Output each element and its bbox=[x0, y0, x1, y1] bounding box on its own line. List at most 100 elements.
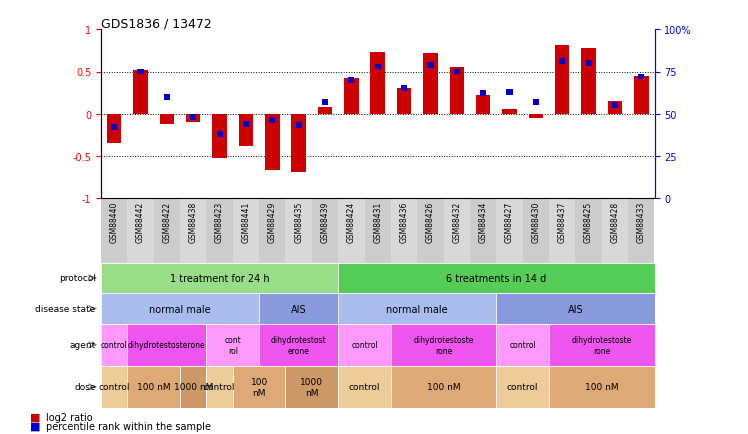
Bar bbox=[555, 46, 569, 114]
Bar bbox=[322, 99, 328, 105]
Text: GSM88427: GSM88427 bbox=[505, 201, 514, 243]
Text: log2 ratio: log2 ratio bbox=[46, 412, 93, 422]
Text: GSM88434: GSM88434 bbox=[479, 201, 488, 243]
Bar bbox=[533, 99, 539, 105]
Bar bbox=[101, 293, 259, 324]
Bar bbox=[338, 366, 391, 408]
Bar bbox=[127, 324, 206, 366]
Bar bbox=[344, 79, 358, 114]
Text: 100 nM: 100 nM bbox=[585, 382, 619, 391]
Bar bbox=[217, 132, 223, 137]
Bar bbox=[338, 324, 391, 366]
Bar bbox=[427, 62, 434, 69]
Text: dihydrotestosterone: dihydrotestosterone bbox=[128, 341, 206, 349]
Bar bbox=[206, 198, 233, 263]
Text: GSM88435: GSM88435 bbox=[294, 201, 303, 243]
Bar bbox=[549, 366, 654, 408]
Bar bbox=[349, 78, 355, 84]
Bar bbox=[292, 114, 306, 173]
Bar bbox=[295, 123, 301, 129]
Text: GSM88441: GSM88441 bbox=[242, 201, 251, 243]
Bar bbox=[586, 61, 592, 67]
Text: 100
nM: 100 nM bbox=[251, 377, 268, 397]
Bar bbox=[133, 71, 148, 114]
Text: 1000
nM: 1000 nM bbox=[301, 377, 323, 397]
Bar bbox=[127, 366, 180, 408]
Bar bbox=[502, 109, 517, 114]
Bar bbox=[233, 366, 286, 408]
Bar bbox=[607, 102, 622, 114]
Text: 100 nM: 100 nM bbox=[427, 382, 461, 391]
Text: GSM88438: GSM88438 bbox=[188, 201, 197, 243]
Bar bbox=[101, 324, 127, 366]
Bar bbox=[265, 114, 280, 171]
Text: GSM88429: GSM88429 bbox=[268, 201, 277, 243]
Bar bbox=[480, 91, 486, 97]
Text: GSM88426: GSM88426 bbox=[426, 201, 435, 243]
Text: agent: agent bbox=[70, 341, 96, 349]
Bar bbox=[370, 53, 385, 114]
Bar bbox=[111, 125, 117, 131]
Bar bbox=[364, 198, 391, 263]
Text: control: control bbox=[99, 382, 130, 391]
Text: control: control bbox=[509, 341, 536, 349]
Text: GSM88424: GSM88424 bbox=[347, 201, 356, 243]
Bar bbox=[529, 114, 543, 118]
Bar bbox=[259, 198, 286, 263]
Text: control: control bbox=[204, 382, 236, 391]
Text: AIS: AIS bbox=[568, 304, 583, 314]
Text: GSM88437: GSM88437 bbox=[558, 201, 567, 243]
Text: GDS1836 / 13472: GDS1836 / 13472 bbox=[101, 17, 212, 30]
Bar bbox=[523, 198, 549, 263]
Bar bbox=[375, 64, 381, 70]
Bar bbox=[269, 118, 275, 124]
Bar bbox=[549, 198, 575, 263]
Text: disease state: disease state bbox=[35, 304, 96, 313]
Bar bbox=[391, 324, 497, 366]
Bar bbox=[444, 198, 470, 263]
Text: 1000 nM: 1000 nM bbox=[174, 382, 213, 391]
Bar bbox=[180, 366, 206, 408]
Bar bbox=[101, 366, 127, 408]
Text: percentile rank within the sample: percentile rank within the sample bbox=[46, 421, 212, 431]
Text: AIS: AIS bbox=[291, 304, 307, 314]
Text: GSM88423: GSM88423 bbox=[215, 201, 224, 243]
Text: dose: dose bbox=[74, 382, 96, 391]
Text: dihydrotestoste
rone: dihydrotestoste rone bbox=[414, 335, 473, 355]
Bar bbox=[239, 114, 253, 146]
Text: dihydrotestoste
rone: dihydrotestoste rone bbox=[571, 335, 632, 355]
Text: normal male: normal male bbox=[150, 304, 211, 314]
Bar bbox=[138, 69, 144, 75]
Bar bbox=[127, 198, 153, 263]
Bar bbox=[101, 198, 127, 263]
Bar bbox=[476, 96, 491, 114]
Bar bbox=[575, 198, 602, 263]
Text: ■: ■ bbox=[30, 421, 40, 431]
Text: control: control bbox=[349, 382, 380, 391]
Text: ■: ■ bbox=[30, 412, 40, 422]
Text: GSM88422: GSM88422 bbox=[162, 201, 171, 243]
Text: 100 nM: 100 nM bbox=[137, 382, 171, 391]
Bar bbox=[338, 263, 654, 293]
Text: GSM88425: GSM88425 bbox=[584, 201, 593, 243]
Bar bbox=[401, 86, 407, 92]
Text: GSM88433: GSM88433 bbox=[637, 201, 646, 243]
Text: protocol: protocol bbox=[59, 274, 96, 283]
Bar bbox=[423, 54, 438, 114]
Bar bbox=[454, 69, 460, 75]
Bar bbox=[186, 114, 200, 123]
Bar bbox=[549, 324, 654, 366]
Text: control: control bbox=[507, 382, 539, 391]
Bar bbox=[312, 198, 338, 263]
Bar bbox=[638, 75, 644, 80]
Bar bbox=[612, 103, 618, 109]
Text: cont
rol: cont rol bbox=[224, 335, 241, 355]
Bar bbox=[159, 114, 174, 125]
Bar bbox=[190, 115, 196, 121]
Bar bbox=[206, 324, 259, 366]
Text: control: control bbox=[351, 341, 378, 349]
Bar bbox=[101, 263, 338, 293]
Text: GSM88442: GSM88442 bbox=[136, 201, 145, 243]
Bar bbox=[338, 198, 364, 263]
Bar bbox=[602, 198, 628, 263]
